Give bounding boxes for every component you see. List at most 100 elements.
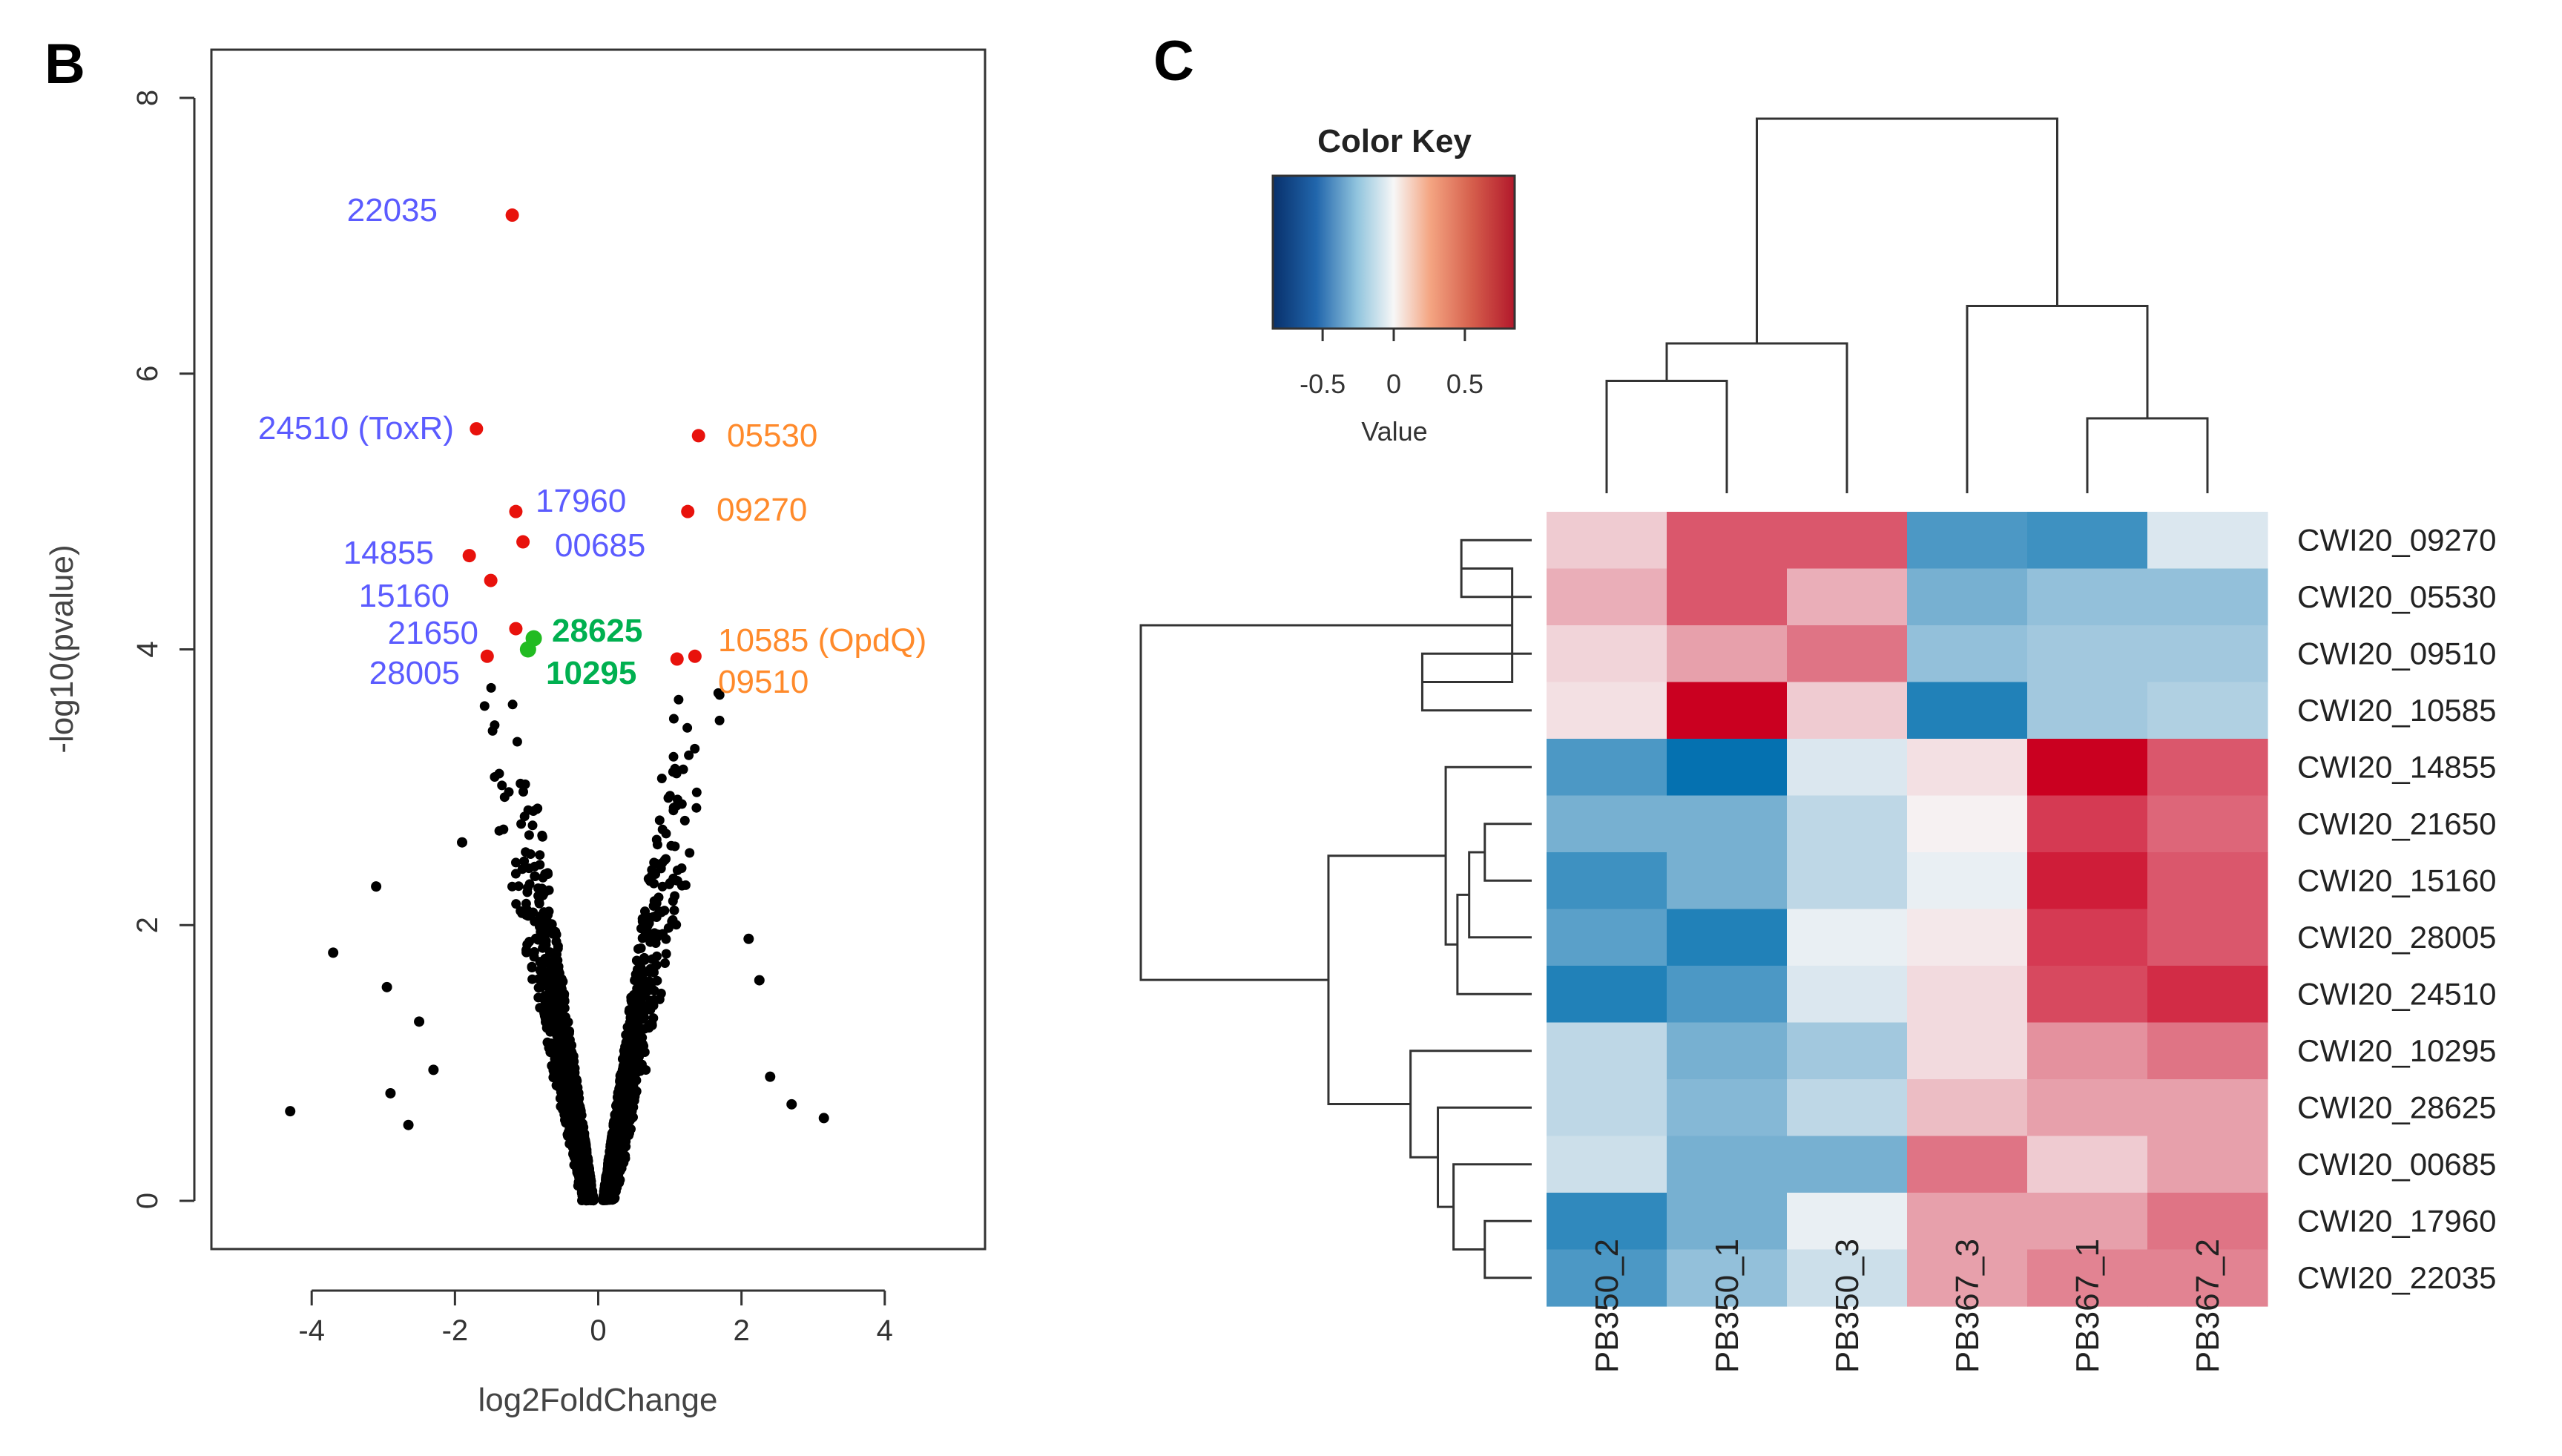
volcano-point — [605, 1142, 616, 1153]
volcano-point — [525, 849, 536, 859]
volcano-point — [609, 1134, 619, 1144]
volcano-outlier-point — [428, 1064, 439, 1075]
heatmap-column-label: PB350_3 — [1829, 1239, 1865, 1373]
volcano-point — [661, 949, 671, 959]
column-dendrogram — [1605, 117, 2209, 493]
heatmap-column-label: PB367_3 — [1949, 1239, 1986, 1373]
heatmap-cell — [1547, 568, 1667, 626]
volcano-point — [651, 858, 661, 869]
x-tick-label: 0 — [590, 1314, 606, 1347]
highlight-point-red — [509, 504, 523, 518]
heatmap-row-label: CWI20_24510 — [2297, 976, 2497, 1011]
heatmap-cell — [2147, 909, 2268, 966]
volcano-point — [639, 1012, 649, 1023]
volcano-point — [568, 1130, 578, 1141]
volcano-point — [551, 937, 562, 947]
volcano-outlier-point — [371, 881, 382, 892]
volcano-point — [625, 1012, 636, 1023]
volcano-point — [536, 976, 547, 986]
heatmap-row-label: CWI20_00685 — [2297, 1147, 2497, 1182]
heatmap-cell — [1547, 852, 1667, 910]
gene-label: 24510 (ToxR) — [258, 410, 454, 447]
heatmap-cell — [1667, 966, 1788, 1024]
heatmap-cell — [1787, 568, 1908, 626]
row-dendrogram-branch — [1327, 854, 1446, 1105]
volcano-point — [613, 1117, 624, 1127]
heatmap-cell — [2027, 1079, 2148, 1137]
heatmap-cell — [2027, 795, 2148, 853]
volcano-point — [559, 1064, 569, 1075]
volcano-point — [539, 923, 549, 933]
volcano-point — [622, 1062, 632, 1073]
row-dendrogram-branch — [1444, 765, 1532, 946]
volcano-point — [533, 803, 543, 814]
heatmap-cell — [2027, 1136, 2148, 1193]
volcano-plot: 22035 24510 (ToxR) 05530 17960 09270 00685 148… — [44, 48, 987, 1418]
highlight-point-red — [681, 504, 695, 518]
volcano-point — [582, 1161, 593, 1171]
volcano-point — [671, 800, 682, 811]
volcano-point — [511, 857, 521, 868]
heatmap-cell — [2147, 795, 2268, 853]
highlight-point-red — [462, 549, 476, 563]
volcano-point — [607, 1159, 617, 1169]
volcano-point — [560, 1106, 570, 1116]
heatmap-cell — [2147, 1136, 2268, 1193]
heatmap-cell — [2147, 852, 2268, 910]
volcano-point — [537, 831, 547, 842]
volcano-point — [645, 929, 655, 939]
gene-label: 21650 — [388, 615, 478, 651]
volcano-point — [651, 898, 662, 909]
column-dendrogram-branch — [1665, 342, 1848, 493]
highlight-point-red — [470, 422, 484, 436]
volcano-y-axis-title: -log10(pvalue) — [44, 544, 80, 753]
heatmap-chart: Color Key -0.5 0 0.5 Value CWI20_09270 CWI2… — [1139, 117, 2497, 1373]
volcano-point — [538, 943, 548, 953]
row-dendrogram-branch — [1483, 1219, 1532, 1279]
x-tick-label: 4 — [877, 1314, 893, 1347]
heatmap-cell — [2147, 625, 2268, 683]
color-key: Color Key -0.5 0 0.5 Value — [1271, 123, 1516, 447]
heatmap-cell — [1907, 512, 2028, 570]
heatmap-row-label: CWI20_17960 — [2297, 1203, 2497, 1238]
volcano-point — [494, 768, 504, 779]
heatmap-cell — [1907, 966, 2028, 1024]
row-dendrogram-branch — [1139, 624, 1512, 981]
x-tick-label: -2 — [442, 1314, 469, 1347]
heatmap-cell — [1547, 1136, 1667, 1193]
heatmap-row-label: CWI20_09510 — [2297, 636, 2497, 671]
highlight-point-red — [484, 573, 498, 587]
volcano-point — [563, 1046, 573, 1056]
highlight-point-red — [670, 652, 684, 666]
volcano-point — [644, 966, 653, 976]
volcano-point — [628, 1031, 638, 1041]
heatmap-cell — [1907, 852, 2028, 910]
volcano-point — [639, 955, 650, 965]
heatmap-cell — [2027, 1193, 2148, 1251]
volcano-point — [671, 920, 682, 930]
y-tick-label: 2 — [131, 917, 164, 933]
volcano-point — [606, 1150, 616, 1160]
row-dendrogram-branch — [1409, 1050, 1532, 1159]
x-tick-label: 2 — [734, 1314, 750, 1347]
heatmap-row-label: CWI20_09270 — [2297, 522, 2497, 557]
volcano-point — [653, 929, 663, 940]
heatmap-cell — [1667, 568, 1788, 626]
heatmap-cell — [1907, 739, 2028, 797]
volcano-point — [657, 857, 668, 868]
volcano-point — [684, 750, 694, 760]
volcano-point — [521, 910, 531, 920]
y-tick-label: 0 — [131, 1193, 164, 1209]
heatmap-row-label: CWI20_14855 — [2297, 749, 2497, 784]
volcano-point — [562, 1085, 573, 1096]
volcano-point — [676, 880, 687, 891]
heatmap-cell — [1787, 1022, 1908, 1080]
volcano-point — [616, 1139, 627, 1148]
volcano-point — [552, 1028, 562, 1038]
heatmap-cell — [1547, 1079, 1667, 1137]
volcano-point — [527, 974, 538, 984]
heatmap-column-label: PB367_1 — [2069, 1239, 2106, 1373]
volcano-outlier-point — [457, 837, 468, 848]
volcano-point — [565, 1119, 576, 1130]
